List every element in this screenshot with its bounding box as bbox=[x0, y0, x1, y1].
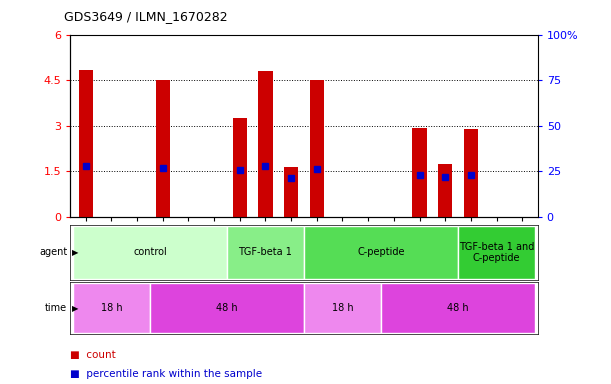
Bar bbox=[304, 283, 381, 333]
Bar bbox=[356, 35, 381, 217]
Text: TGF-beta 1: TGF-beta 1 bbox=[238, 247, 293, 258]
Bar bbox=[201, 35, 227, 217]
Text: 48 h: 48 h bbox=[447, 303, 469, 313]
Text: 18 h: 18 h bbox=[332, 303, 353, 313]
Bar bbox=[458, 35, 484, 217]
Bar bbox=[98, 35, 124, 217]
Bar bbox=[310, 79, 324, 217]
Bar bbox=[304, 35, 330, 217]
Bar bbox=[73, 283, 150, 333]
Bar bbox=[73, 226, 227, 279]
Bar bbox=[156, 79, 170, 217]
Text: time: time bbox=[45, 303, 67, 313]
Bar bbox=[79, 70, 93, 217]
Bar bbox=[330, 35, 356, 217]
Bar bbox=[407, 35, 433, 217]
Text: ▶: ▶ bbox=[71, 248, 78, 257]
Text: control: control bbox=[133, 247, 167, 258]
Bar bbox=[73, 35, 98, 217]
Bar bbox=[381, 283, 535, 333]
Bar bbox=[227, 226, 304, 279]
Bar bbox=[233, 118, 247, 217]
Bar bbox=[510, 35, 535, 217]
Bar bbox=[433, 35, 458, 217]
Bar bbox=[124, 35, 150, 217]
Bar bbox=[150, 35, 175, 217]
Text: ■  count: ■ count bbox=[70, 350, 116, 360]
Bar bbox=[278, 35, 304, 217]
Text: GDS3649 / ILMN_1670282: GDS3649 / ILMN_1670282 bbox=[64, 10, 228, 23]
Text: 18 h: 18 h bbox=[101, 303, 122, 313]
Bar bbox=[458, 226, 535, 279]
Bar bbox=[227, 35, 252, 217]
Bar bbox=[304, 226, 458, 279]
Text: ▶: ▶ bbox=[71, 304, 78, 313]
Bar bbox=[150, 283, 304, 333]
Bar bbox=[484, 35, 510, 217]
Bar bbox=[175, 35, 201, 217]
Bar bbox=[438, 164, 452, 217]
Text: agent: agent bbox=[39, 247, 67, 258]
Text: TGF-beta 1 and
C-peptide: TGF-beta 1 and C-peptide bbox=[459, 242, 534, 263]
Bar bbox=[464, 129, 478, 217]
Bar bbox=[412, 128, 426, 217]
Bar bbox=[258, 71, 273, 217]
Text: 48 h: 48 h bbox=[216, 303, 238, 313]
Bar bbox=[252, 35, 278, 217]
Bar bbox=[381, 35, 407, 217]
Text: C-peptide: C-peptide bbox=[357, 247, 404, 258]
Bar bbox=[284, 167, 298, 217]
Text: ■  percentile rank within the sample: ■ percentile rank within the sample bbox=[70, 369, 262, 379]
